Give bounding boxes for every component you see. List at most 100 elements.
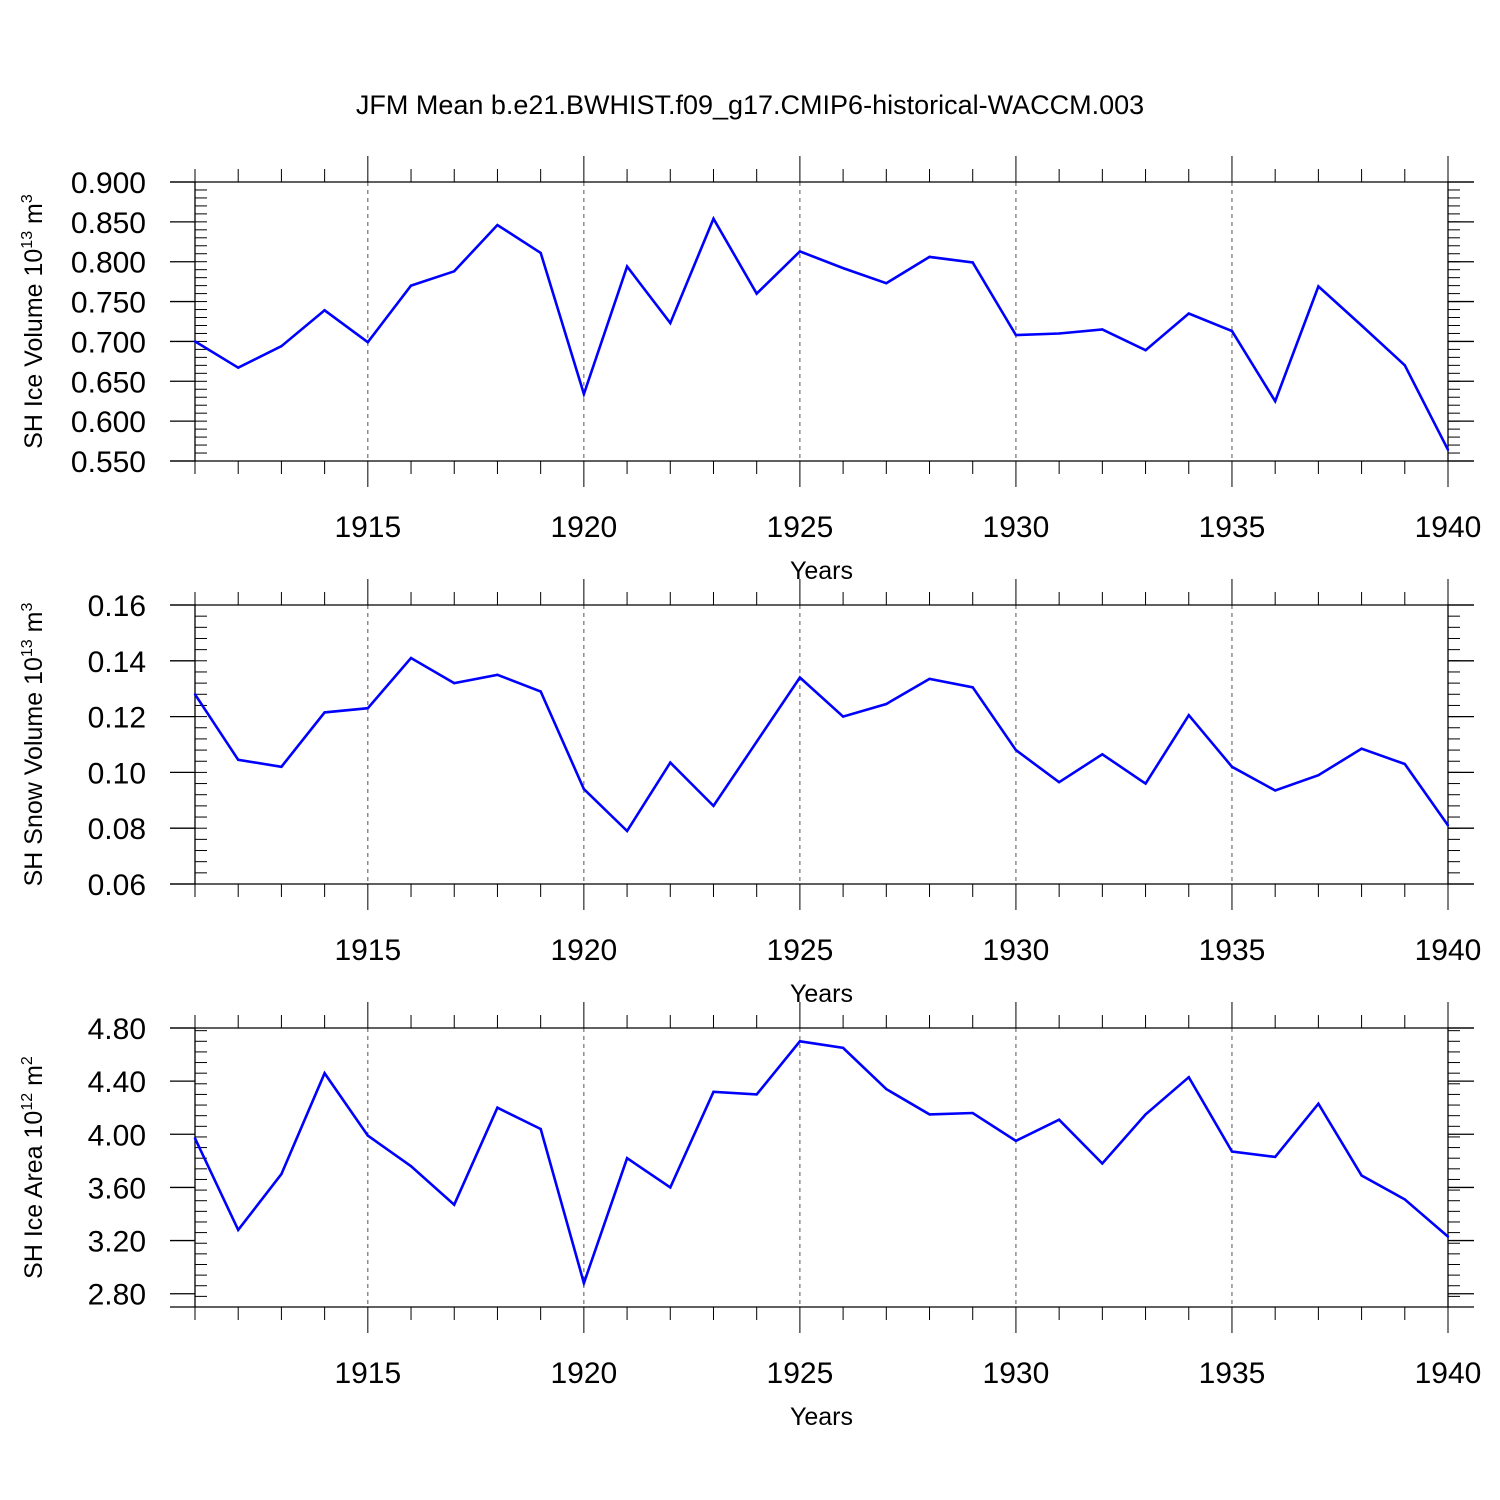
data-point-1921 [625, 265, 629, 268]
y-tick-label: 0.600 [71, 406, 146, 439]
data-point-1920 [582, 1281, 586, 1285]
y-axis-label-exponent: 13 [19, 231, 36, 249]
data-point-1936 [1273, 789, 1277, 792]
data-point-1921 [625, 829, 629, 833]
y-axis-label-unit: m [20, 612, 48, 640]
data-point-1933 [1144, 782, 1147, 785]
data-point-1922 [669, 761, 672, 764]
figure-title: JFM Mean b.e21.BWHIST.f09_g17.CMIP6-hist… [355, 90, 1145, 120]
data-point-1930 [1014, 333, 1018, 337]
data-point-1925 [798, 676, 802, 679]
x-tick-label-1915: 1915 [334, 1357, 401, 1390]
data-point-1929 [971, 261, 974, 264]
data-point-1921 [625, 1157, 629, 1160]
data-point-1913 [280, 765, 283, 769]
data-point-1932 [1101, 328, 1104, 331]
data-point-1937 [1317, 1102, 1320, 1105]
data-point-1918 [496, 1106, 499, 1109]
data-point-1938 [1360, 324, 1363, 327]
data-point-1935 [1230, 1150, 1234, 1153]
series-line-1 [193, 656, 1450, 834]
y-axis-label-text: SH Ice Volume 10 [20, 249, 48, 449]
data-point-1939 [1403, 364, 1406, 367]
data-point-1929 [971, 1111, 974, 1115]
data-point-1914 [323, 711, 326, 714]
x-tick-label-1920: 1920 [550, 934, 617, 967]
y-tick-label: 3.60 [88, 1172, 146, 1205]
data-point-1938 [1360, 1174, 1363, 1177]
x-tick-label-1935: 1935 [1199, 934, 1266, 967]
y-axis-label-unit-exponent: 3 [19, 603, 36, 612]
data-point-1940 [1446, 824, 1450, 827]
series-line-1 [193, 1039, 1449, 1288]
x-tick-label-1930: 1930 [983, 1357, 1050, 1390]
data-point-1924 [755, 1093, 758, 1096]
data-point-1925 [798, 1040, 802, 1043]
data-point-1911 [193, 693, 197, 696]
data-point-1933 [1144, 348, 1147, 352]
y-tick-label: 0.700 [71, 326, 146, 359]
data-point-1925 [798, 250, 802, 253]
y-axis-label: SH Ice Volume 1013 m3 [19, 194, 48, 449]
data-point-1914 [323, 309, 326, 312]
data-point-1938 [1360, 747, 1363, 750]
x-tick-label-1920: 1920 [550, 1357, 617, 1390]
y-tick-label: 0.06 [88, 869, 146, 902]
x-tick-label-1940: 1940 [1415, 511, 1482, 544]
x-tick-label-1920: 1920 [550, 511, 617, 544]
y-tick-label: 0.900 [71, 167, 146, 200]
y-axis-label-text: SH Snow Volume 10 [20, 657, 48, 886]
data-point-1923 [712, 1090, 715, 1093]
data-point-1913 [280, 345, 283, 348]
x-tick-label-1915: 1915 [334, 934, 401, 967]
data-point-1911 [193, 340, 197, 343]
data-point-1937 [1317, 773, 1320, 777]
x-tick-label-1930: 1930 [983, 511, 1050, 544]
chart-panel-3: 1915 1920 1925 1930 1935 1940 Years 2.80 3.20 3.6… [19, 1002, 1481, 1431]
y-tick-label: 0.16 [88, 590, 146, 623]
data-point-1934 [1187, 312, 1190, 315]
data-point-1933 [1144, 1113, 1147, 1116]
data-point-1922 [669, 1186, 672, 1189]
y-axis-label: SH Ice Area 1012 m2 [19, 1056, 48, 1279]
data-point-1927 [885, 702, 888, 706]
y-tick-label: 0.550 [71, 446, 146, 479]
x-axis-label: Years [790, 980, 853, 1008]
x-tick-label-1935: 1935 [1199, 1357, 1266, 1390]
data-point-1917 [453, 1203, 456, 1206]
data-point-1917 [453, 681, 456, 685]
data-point-1935 [1230, 329, 1234, 333]
x-axis-label: Years [790, 557, 853, 585]
data-point-1919 [539, 690, 542, 693]
data-point-1916 [409, 1164, 413, 1168]
x-tick-label-1925: 1925 [767, 511, 834, 544]
data-point-1912 [237, 1228, 240, 1232]
series-line-1 [194, 215, 1450, 451]
data-point-1939 [1403, 762, 1406, 766]
y-axis-label: SH Snow Volume 1013 m3 [19, 603, 48, 887]
y-axis-label-unit-exponent: 3 [19, 194, 36, 203]
data-point-1934 [1187, 1075, 1190, 1079]
data-point-1927 [885, 282, 888, 285]
data-point-1928 [928, 1113, 931, 1116]
y-tick-label: 3.20 [88, 1226, 146, 1259]
y-tick-label: 4.40 [88, 1066, 146, 1099]
data-point-1920 [582, 787, 586, 791]
data-point-1923 [712, 217, 715, 220]
data-point-1912 [237, 366, 240, 369]
data-point-1917 [453, 270, 456, 273]
data-point-1913 [280, 1172, 283, 1176]
x-tick-label-1915: 1915 [334, 511, 401, 544]
data-point-1916 [409, 284, 413, 287]
data-point-1932 [1101, 753, 1104, 756]
y-tick-label: 0.10 [88, 757, 146, 790]
data-point-1916 [409, 656, 413, 660]
data-point-1926 [841, 266, 845, 270]
y-tick-label: 0.750 [71, 287, 146, 320]
y-tick-label: 2.80 [88, 1279, 146, 1312]
data-point-1926 [841, 715, 845, 718]
data-point-1923 [712, 804, 715, 808]
x-tick-label-1925: 1925 [767, 934, 834, 967]
y-axis-label-exponent: 13 [19, 639, 36, 657]
data-point-1931 [1057, 780, 1061, 784]
